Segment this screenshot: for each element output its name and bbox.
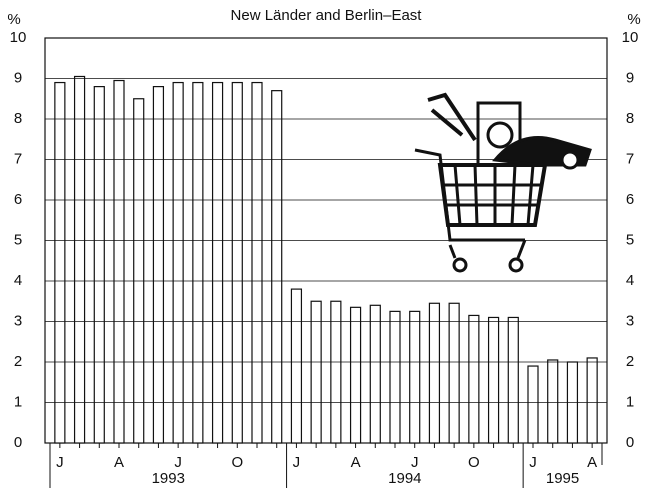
bar xyxy=(114,81,124,443)
y-tick-label: 0 xyxy=(14,434,22,451)
chart-title: New Länder and Berlin–East xyxy=(231,7,423,24)
bar xyxy=(469,315,479,443)
y-tick-label: 1 xyxy=(14,393,22,410)
x-tick-label: O xyxy=(468,454,480,471)
y-axis-label: % xyxy=(7,11,20,28)
year-label: 1994 xyxy=(388,470,421,487)
bar xyxy=(75,76,85,443)
x-tick-label: A xyxy=(351,454,361,471)
y-tick-label: 4 xyxy=(14,272,22,289)
y2-tick-label: 6 xyxy=(626,191,634,208)
y2-tick-label: 3 xyxy=(626,312,634,329)
y2-tick-label: 2 xyxy=(626,353,634,370)
chart: New Länder and Berlin–East % % J A J O J A J O J… xyxy=(0,0,648,488)
y2-tick-label: 0 xyxy=(626,434,634,451)
x-tick-label: J xyxy=(174,454,182,471)
y-tick-label: 6 xyxy=(14,191,22,208)
bar xyxy=(528,366,538,443)
x-tick-label: J xyxy=(56,454,64,471)
bar xyxy=(331,301,341,443)
bar xyxy=(193,83,203,443)
x-tick-label: J xyxy=(293,454,301,471)
y-tick-label: 9 xyxy=(14,69,22,86)
page: New Länder and Berlin–East % % J A J O J A J O J… xyxy=(0,0,648,488)
bar xyxy=(153,87,163,443)
y-tick-label: 10 xyxy=(10,29,27,46)
bar xyxy=(173,83,183,443)
bar xyxy=(252,83,262,443)
y-tick-label: 8 xyxy=(14,110,22,127)
bar xyxy=(548,360,558,443)
y2-tick-label: 8 xyxy=(626,110,634,127)
bar xyxy=(489,317,499,443)
x-tick-label: O xyxy=(231,454,243,471)
y2-axis-label: % xyxy=(627,11,640,28)
y2-tick-label: 7 xyxy=(626,150,634,167)
bar xyxy=(390,311,400,443)
bar xyxy=(429,303,439,443)
bar xyxy=(587,358,597,443)
bar xyxy=(55,83,65,443)
bar xyxy=(272,91,282,443)
y-tick-label: 5 xyxy=(14,231,22,248)
bar xyxy=(311,301,321,443)
x-tick-label: J xyxy=(529,454,537,471)
bar xyxy=(508,317,518,443)
bar xyxy=(410,311,420,443)
bar xyxy=(291,289,301,443)
y2-tick-label: 9 xyxy=(626,69,634,86)
year-label: 1993 xyxy=(152,470,185,487)
y-tick-label: 7 xyxy=(14,150,22,167)
year-label: 1995 xyxy=(546,470,579,487)
y2-tick-label: 1 xyxy=(626,393,634,410)
bar xyxy=(370,305,380,443)
y-tick-label: 3 xyxy=(14,312,22,329)
bar xyxy=(232,83,242,443)
bar xyxy=(213,83,223,443)
x-tick-label: A xyxy=(587,454,597,471)
cart-illustration xyxy=(415,95,590,271)
x-tick-label: A xyxy=(114,454,124,471)
bar xyxy=(94,87,104,443)
y2-tick-label: 5 xyxy=(626,231,634,248)
bar xyxy=(449,303,459,443)
x-tick-label: J xyxy=(411,454,419,471)
bar xyxy=(351,307,361,443)
y2-tick-label: 4 xyxy=(626,272,634,289)
y2-tick-label: 10 xyxy=(622,29,639,46)
y-tick-label: 2 xyxy=(14,353,22,370)
bar xyxy=(134,99,144,443)
